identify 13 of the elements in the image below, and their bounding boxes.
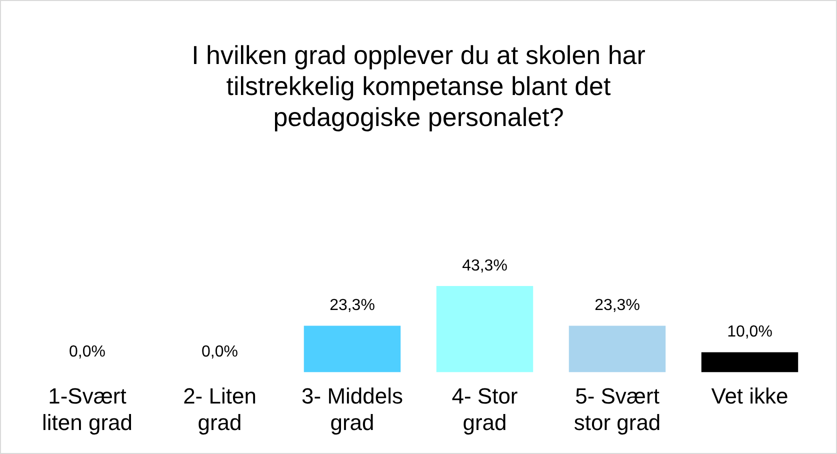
data-label: 0,0% <box>69 344 106 361</box>
data-label: 43,3% <box>462 257 508 274</box>
x-tick-label: 1-Svært liten grad <box>42 383 133 435</box>
chart-title: I hvilken grad opplever du at skolen har tilstrekkelig kompetanse blant det pedagogiske personalet? <box>192 40 646 132</box>
x-tick-label: 2- Liten grad <box>183 383 256 435</box>
data-label: 0,0% <box>202 344 238 361</box>
data-label: 10,0% <box>727 324 772 341</box>
data-label: 23,3% <box>330 297 375 314</box>
x-tick-label: 5- Svært stor grad <box>574 383 661 435</box>
data-label: 23,3% <box>594 297 640 314</box>
x-tick-label: 3- Middels grad <box>302 383 403 435</box>
x-tick-label: 4- Stor grad <box>452 383 518 435</box>
x-tick-label: Vet ikke <box>711 383 788 408</box>
